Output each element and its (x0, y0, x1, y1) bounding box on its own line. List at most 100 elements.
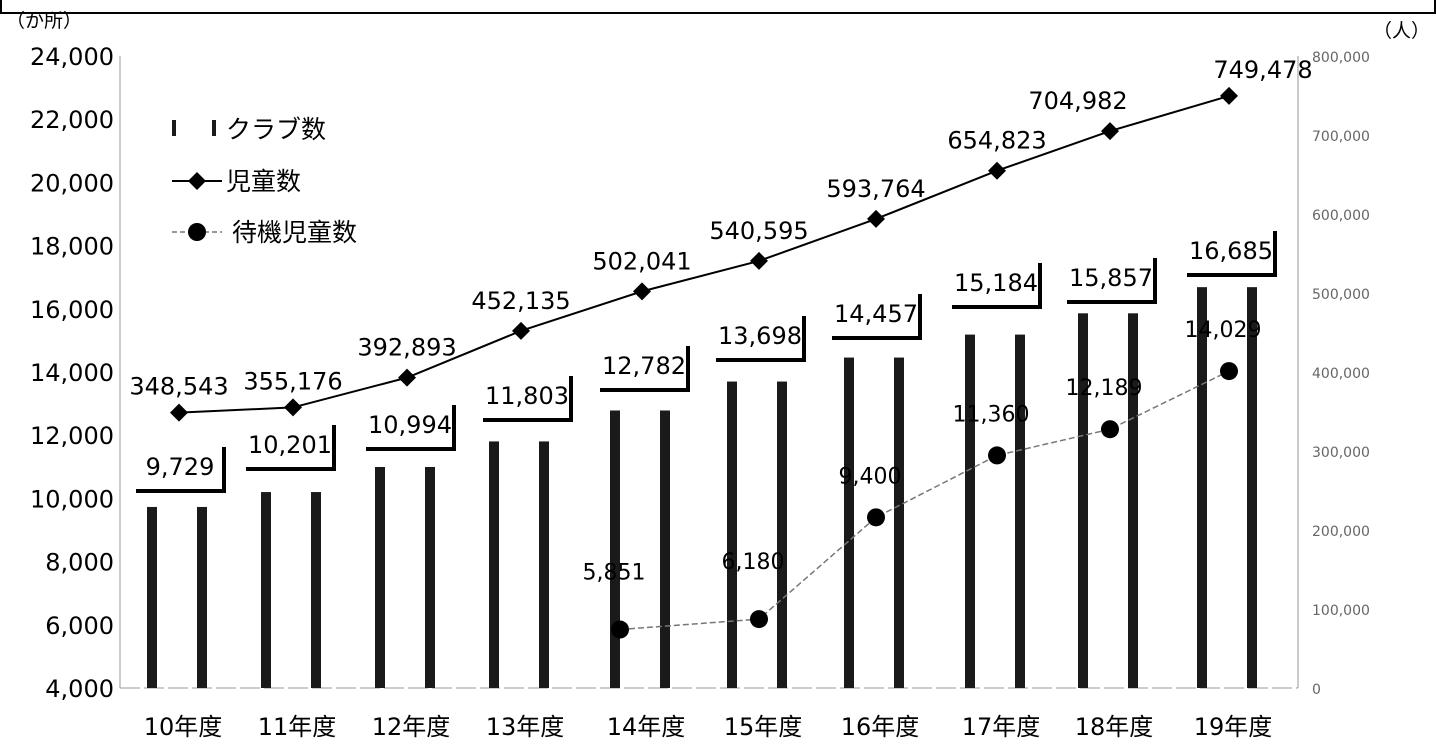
bar-right-strip (1247, 287, 1257, 688)
bar-right-strip (197, 506, 207, 688)
right-tick-label: 800,000 (1312, 50, 1370, 66)
jidou-value-label: 452,135 (471, 287, 570, 315)
jidou-point (170, 403, 188, 422)
bar-label-bracket (1187, 231, 1277, 277)
right-tick-label: 600,000 (1312, 208, 1370, 224)
bar-value-label: 9,729 (146, 453, 215, 481)
jidou-value-label: 704,982 (1028, 87, 1127, 115)
taiki-point (1220, 362, 1238, 381)
right-tick-label: 400,000 (1312, 366, 1370, 382)
taiki-point (1101, 420, 1119, 439)
left-tick-label: 20,000 (30, 169, 114, 197)
legend-label-clubs: クラブ数 (226, 115, 326, 144)
taiki-line (619, 370, 1230, 631)
bar-left-strip (1078, 313, 1088, 688)
jidou-point (750, 251, 768, 270)
left-tick-label: 6,000 (45, 612, 114, 640)
legend-bar-marker-left (172, 120, 176, 136)
bar-label-bracket (1067, 258, 1157, 304)
bar-right-strip (539, 441, 549, 688)
taiki-value-label: 11,360 (953, 402, 1030, 427)
bar-left-strip (375, 466, 385, 688)
right-tick-label: 500,000 (1312, 287, 1370, 303)
jidou-point (284, 398, 302, 417)
jidou-line (178, 94, 1230, 414)
left-tick-label: 24,000 (30, 43, 114, 71)
category-label: 17年度 (962, 713, 1041, 741)
taiki-point (611, 620, 629, 639)
right-tick-label: 700,000 (1312, 129, 1370, 145)
bar-left-strip (727, 381, 737, 688)
right-tick-label: 0 (1312, 682, 1321, 698)
left-tick-label: 14,000 (30, 359, 114, 387)
bar-value-label: 10,994 (368, 411, 452, 439)
category-label: 10年度 (144, 713, 223, 741)
bar-left-strip (965, 334, 975, 688)
bar-left-strip (1197, 287, 1207, 688)
jidou-value-label: 749,478 (1213, 56, 1312, 84)
bar-value-label: 10,201 (248, 431, 332, 459)
taiki-value-label: 14,029 (1185, 318, 1262, 343)
bar-label-bracket (952, 263, 1042, 309)
bar-label-bracket (600, 346, 690, 392)
bar-right-strip (425, 466, 435, 688)
jidou-point (1220, 86, 1238, 105)
bar-right-strip (894, 357, 904, 688)
bar-value-label: 14,457 (834, 300, 918, 328)
jidou-value-label: 540,595 (709, 217, 808, 245)
jidou-value-label: 392,893 (357, 334, 456, 362)
jidou-point (512, 321, 530, 340)
category-label: 13年度 (486, 713, 565, 741)
legend-label-jidou: 児童数 (226, 167, 301, 196)
jidou-point (633, 282, 651, 301)
bar-label-bracket (246, 425, 336, 471)
category-label: 18年度 (1075, 713, 1154, 741)
left-tick-label: 4,000 (45, 675, 114, 703)
category-label: 16年度 (841, 713, 920, 741)
taiki-point (867, 508, 885, 527)
bar-left-strip (844, 357, 854, 688)
bar-value-label: 16,685 (1189, 237, 1273, 265)
taiki-value-label: 12,189 (1066, 376, 1143, 401)
jidou-point (398, 368, 416, 387)
bar-right-strip (1015, 334, 1025, 688)
bar-value-label: 15,184 (954, 269, 1038, 297)
right-tick-label: 200,000 (1312, 524, 1370, 540)
left-tick-label: 18,000 (30, 233, 114, 261)
jidou-value-label: 502,041 (592, 247, 691, 275)
legend-circle-marker (188, 223, 206, 241)
jidou-value-label: 593,764 (826, 175, 925, 203)
jidou-value-label: 355,176 (243, 367, 342, 395)
right-tick-label: 300,000 (1312, 445, 1370, 461)
jidou-value-label: 348,543 (129, 373, 228, 401)
right-tick-label: 100,000 (1312, 603, 1370, 619)
bar-left-strip (489, 441, 499, 688)
taiki-point (750, 610, 768, 629)
bar-right-strip (777, 381, 787, 688)
bar-value-label: 11,803 (485, 382, 569, 410)
jidou-point (1101, 122, 1119, 141)
bar-left-strip (261, 492, 271, 688)
left-tick-label: 16,000 (30, 296, 114, 324)
bar-right-strip (660, 410, 670, 688)
left-tick-label: 10,000 (30, 485, 114, 513)
taiki-value-label: 9,400 (839, 464, 902, 489)
bar-left-strip (147, 506, 157, 688)
bar-value-label: 12,782 (602, 352, 686, 380)
taiki-value-label: 6,180 (722, 550, 785, 575)
legend-bar-marker-right (212, 120, 216, 136)
left-tick-label: 22,000 (30, 106, 114, 134)
bar-right-strip (311, 492, 321, 688)
jidou-point (867, 209, 885, 228)
bar-label-bracket (716, 316, 806, 362)
bar-value-label: 13,698 (718, 322, 802, 350)
left-tick-label: 12,000 (30, 422, 114, 450)
bar-value-label: 15,857 (1069, 264, 1153, 292)
taiki-point (988, 446, 1006, 465)
jidou-point (988, 161, 1006, 180)
top-border (0, 0, 1436, 14)
left-axis-unit: （か所） (6, 10, 82, 32)
bar-right-strip (1128, 313, 1138, 688)
bar-label-bracket (366, 405, 456, 451)
